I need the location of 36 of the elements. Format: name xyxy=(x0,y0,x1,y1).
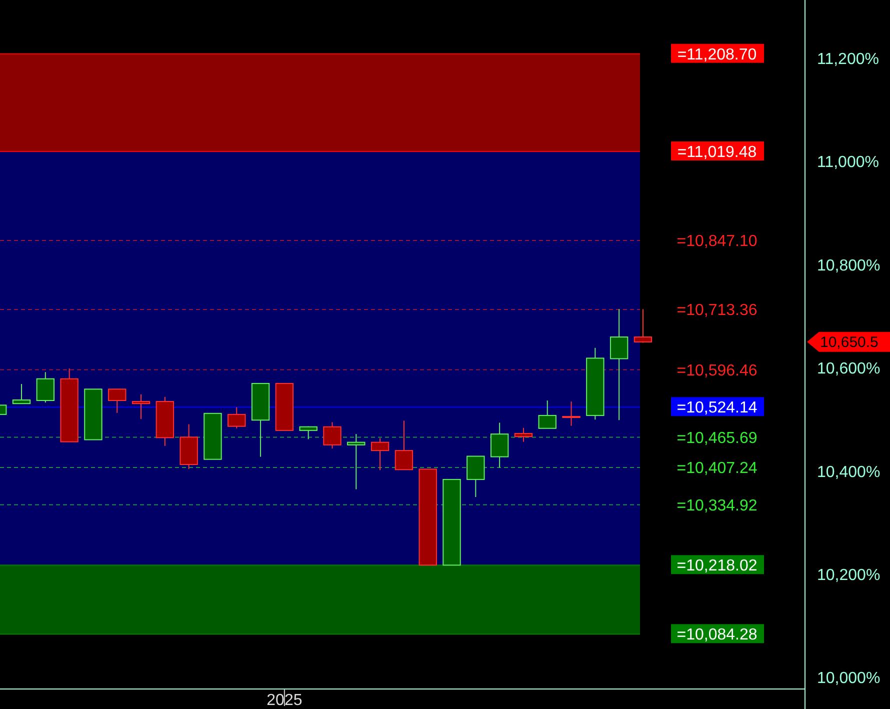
candlestick xyxy=(36,372,55,404)
candlestick xyxy=(370,438,390,471)
ref-line-label: =11,019.48 xyxy=(677,144,757,162)
candlestick xyxy=(132,394,150,420)
y-tick-label: 10,200% xyxy=(817,567,880,584)
ref-line-label: =10,407.24 xyxy=(676,460,758,478)
ref-line-label: =10,465.69 xyxy=(676,430,758,447)
ref-line-label: =10,334.92 xyxy=(676,497,758,514)
candlestick xyxy=(634,308,652,344)
candlestick xyxy=(490,422,509,468)
candlestick xyxy=(394,420,414,470)
text: 10,650.5 xyxy=(820,334,878,352)
y-tick-label: 10,400% xyxy=(817,464,880,481)
y-tick-label: 10,600% xyxy=(817,360,880,378)
ref-line-label: =10,218.02 xyxy=(676,558,758,575)
candlestick xyxy=(12,383,31,404)
candlestick xyxy=(466,456,485,498)
y-tick-label: 10,000% xyxy=(817,670,880,688)
ref-line-label: =10,596.46 xyxy=(676,362,758,380)
y-tick-label: 11,200% xyxy=(817,50,879,68)
ref-line-label: =10,084.28 xyxy=(676,626,758,644)
candlestick xyxy=(108,388,126,414)
candlestick xyxy=(228,406,246,429)
y-tick-label: 10,800% xyxy=(817,257,880,274)
candlestick xyxy=(323,422,342,449)
ref-line-label: =10,847.10 xyxy=(676,233,758,250)
candlestick xyxy=(347,434,366,490)
candlestick xyxy=(562,401,580,426)
ref-line-label: =10,524.14 xyxy=(676,400,758,417)
candlestick xyxy=(299,426,318,440)
ref-line-label: =11,208.70 xyxy=(677,46,757,64)
candlestick xyxy=(610,308,628,421)
candlestick xyxy=(514,427,533,442)
y-tick-label: 11,000% xyxy=(817,154,879,172)
candlestick xyxy=(538,400,556,429)
ref-line-label: =10,713.36 xyxy=(676,302,758,320)
